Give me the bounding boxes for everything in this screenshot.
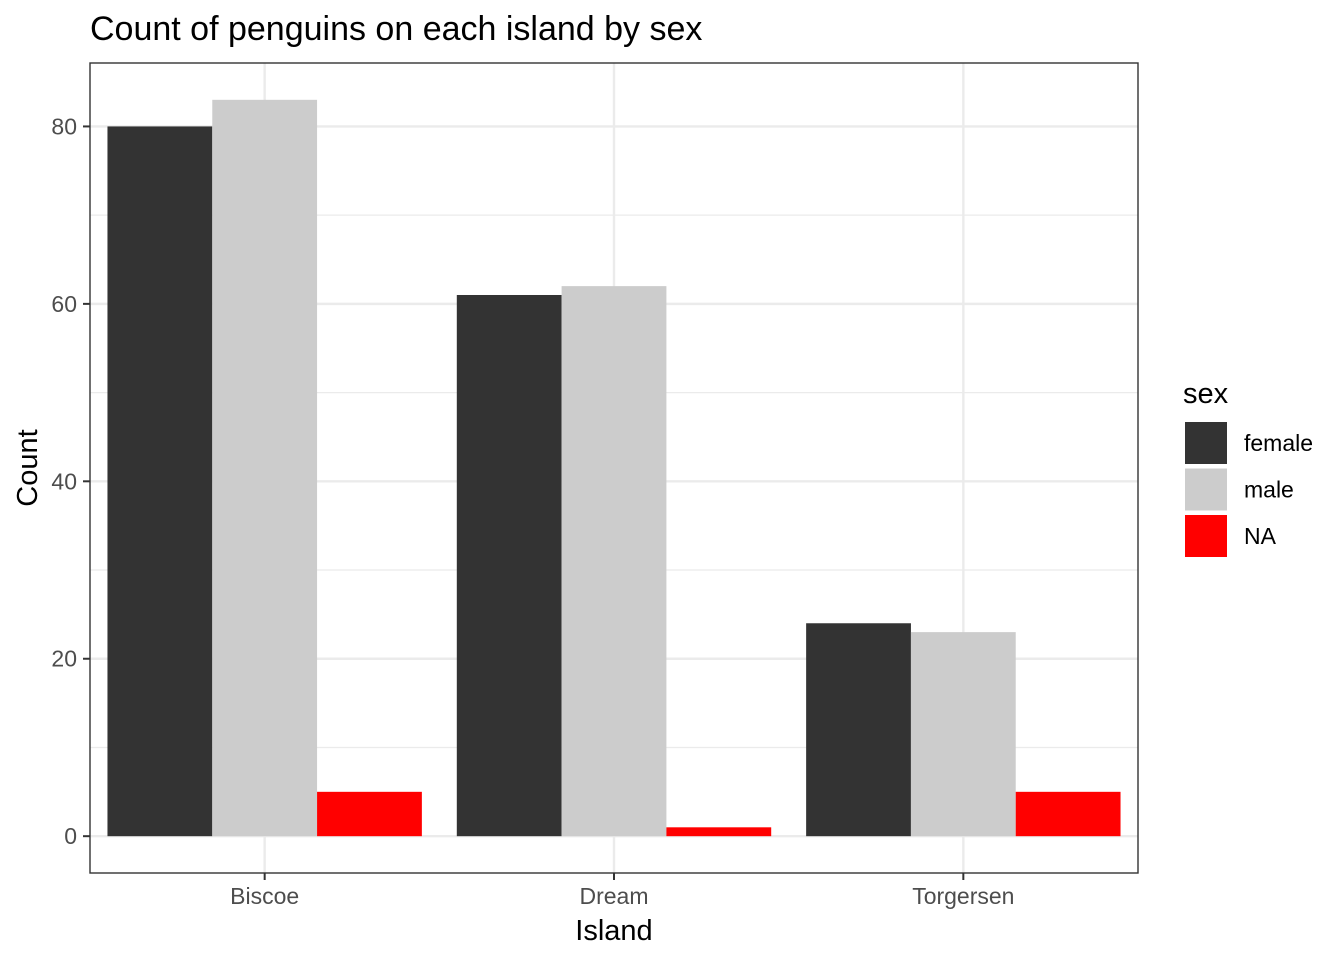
legend-label-na: NA bbox=[1244, 523, 1277, 549]
bar-female-torgersen bbox=[806, 623, 911, 837]
x-tick-label: Dream bbox=[579, 883, 648, 909]
x-axis-title: Island bbox=[575, 915, 652, 947]
legend-label-male: male bbox=[1244, 477, 1294, 503]
axes: 0 20 40 60 80 Biscoe Dream Torgersen bbox=[51, 113, 1014, 909]
bar-male-torgersen bbox=[910, 632, 1016, 837]
bar-na-dream bbox=[666, 827, 772, 837]
legend-key-female bbox=[1185, 422, 1227, 464]
legend-key-na bbox=[1185, 515, 1227, 557]
y-tick-label: 20 bbox=[51, 646, 77, 672]
bars bbox=[107, 99, 1121, 837]
bar-female-biscoe bbox=[107, 126, 213, 837]
bar-na-torgersen bbox=[1015, 791, 1121, 837]
bar-male-dream bbox=[561, 286, 667, 837]
y-tick-label: 0 bbox=[64, 823, 77, 849]
y-axis-title: Count bbox=[12, 429, 44, 506]
bar-female-dream bbox=[456, 294, 562, 837]
x-tick-label: Torgersen bbox=[912, 883, 1014, 909]
bar-male-biscoe bbox=[212, 99, 318, 837]
y-tick-label: 80 bbox=[51, 113, 77, 139]
y-tick-label: 60 bbox=[51, 291, 77, 317]
legend-title: sex bbox=[1183, 378, 1229, 410]
legend: sex female male NA bbox=[1183, 378, 1313, 557]
legend-label-female: female bbox=[1244, 430, 1313, 456]
y-tick-label: 40 bbox=[51, 468, 77, 494]
chart-title: Count of penguins on each island by sex bbox=[90, 10, 702, 48]
x-tick-label: Biscoe bbox=[230, 883, 299, 909]
legend-key-male bbox=[1185, 468, 1227, 511]
bar-na-biscoe bbox=[317, 791, 422, 837]
